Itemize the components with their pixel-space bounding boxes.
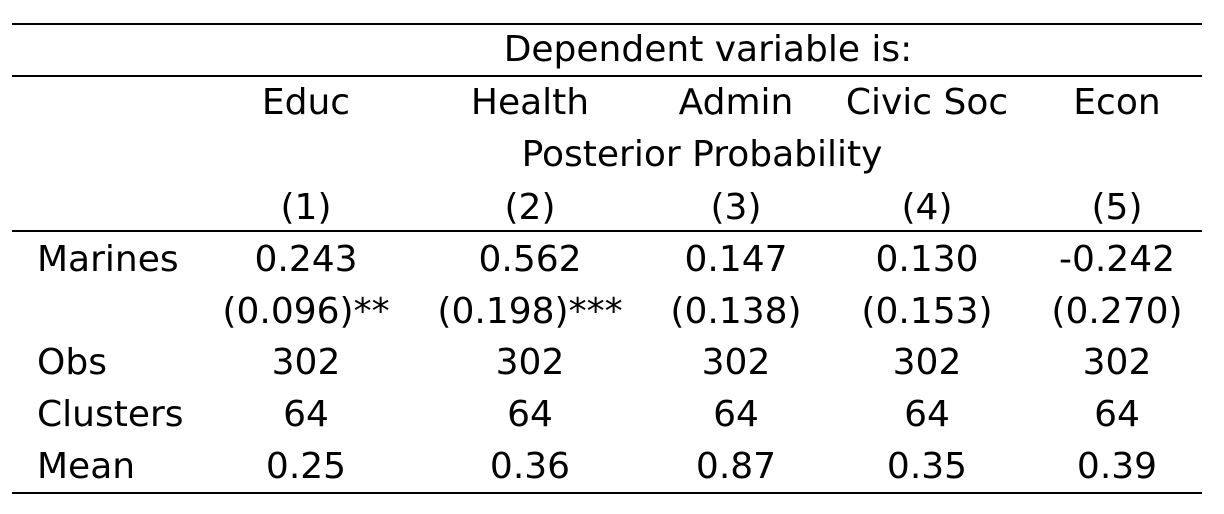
column-number-5: (5): [1091, 187, 1143, 228]
clusters-5: 64: [1094, 394, 1140, 435]
column-header-health: Health: [470, 82, 590, 123]
marines-coef-5: -0.242: [1058, 239, 1176, 280]
clusters-2: 64: [507, 394, 553, 435]
marines-coef-3: 0.147: [684, 239, 788, 280]
mean-2: 0.36: [489, 446, 571, 487]
column-number-4: (4): [901, 187, 953, 228]
marines-coef-2: 0.562: [478, 239, 582, 280]
obs-4: 302: [892, 342, 962, 383]
clusters-3: 64: [713, 394, 759, 435]
mean-4: 0.35: [886, 446, 968, 487]
mid-rule: [12, 230, 1202, 232]
marines-se-2: (0.198)***: [437, 291, 623, 332]
clusters-1: 64: [283, 394, 329, 435]
mean-1: 0.25: [265, 446, 347, 487]
mean-5: 0.39: [1076, 446, 1158, 487]
clusters-4: 64: [904, 394, 950, 435]
column-header-educ: Educ: [261, 82, 351, 123]
column-header-civic-soc: Civic Soc: [845, 82, 1009, 123]
column-number-3: (3): [710, 187, 762, 228]
marines-se-5: (0.270): [1051, 291, 1183, 332]
obs-2: 302: [495, 342, 565, 383]
column-number-2: (2): [504, 187, 556, 228]
marines-se-3: (0.138): [670, 291, 802, 332]
marines-se-4: (0.153): [861, 291, 993, 332]
mean-3: 0.87: [695, 446, 777, 487]
bottom-rule: [12, 492, 1202, 494]
header-rule: [12, 75, 1202, 77]
dependent-variable-header: Dependent variable is:: [503, 29, 913, 70]
row-label-mean: Mean: [37, 446, 136, 487]
subheader-posterior-probability: Posterior Probability: [521, 134, 883, 175]
column-number-1: (1): [280, 187, 332, 228]
marines-coef-4: 0.130: [875, 239, 979, 280]
obs-5: 302: [1082, 342, 1152, 383]
obs-3: 302: [701, 342, 771, 383]
row-label-marines: Marines: [37, 239, 179, 280]
column-header-admin: Admin: [678, 82, 794, 123]
row-label-obs: Obs: [37, 342, 107, 383]
marines-coef-1: 0.243: [254, 239, 358, 280]
column-header-econ: Econ: [1073, 82, 1161, 123]
obs-1: 302: [271, 342, 341, 383]
row-label-clusters: Clusters: [37, 394, 184, 435]
marines-se-1: (0.096)**: [222, 291, 390, 332]
top-rule: [12, 23, 1202, 25]
